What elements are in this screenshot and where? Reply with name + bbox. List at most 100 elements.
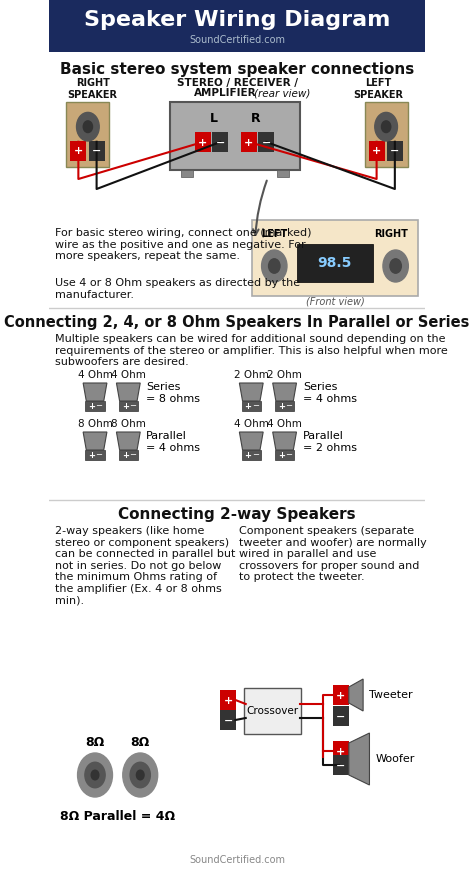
FancyBboxPatch shape [242, 450, 261, 460]
Circle shape [130, 762, 150, 788]
Text: Connecting 2, 4, or 8 Ohm Speakers In Parallel or Series: Connecting 2, 4, or 8 Ohm Speakers In Pa… [4, 315, 470, 330]
Text: −: − [224, 716, 233, 725]
Polygon shape [349, 733, 369, 785]
Text: +: + [122, 402, 128, 410]
Polygon shape [239, 432, 263, 450]
Text: −: − [285, 451, 292, 459]
Text: +: + [88, 402, 95, 410]
FancyBboxPatch shape [244, 688, 301, 734]
FancyBboxPatch shape [220, 710, 236, 730]
FancyBboxPatch shape [119, 450, 138, 460]
Text: Parallel
= 2 ohms: Parallel = 2 ohms [303, 431, 357, 452]
Circle shape [85, 762, 105, 788]
Text: 98.5: 98.5 [318, 256, 352, 270]
Text: +: + [245, 451, 252, 459]
FancyBboxPatch shape [220, 690, 236, 710]
Text: +: + [224, 696, 233, 705]
Text: Parallel
= 4 ohms: Parallel = 4 ohms [146, 431, 200, 452]
FancyBboxPatch shape [85, 450, 105, 460]
Polygon shape [83, 383, 107, 401]
FancyBboxPatch shape [212, 132, 228, 152]
Text: +: + [372, 146, 381, 157]
Text: 8Ω: 8Ω [131, 736, 150, 749]
Text: −: − [95, 451, 102, 459]
Text: 4 Ohm: 4 Ohm [111, 370, 146, 380]
Text: Series
= 4 ohms: Series = 4 ohms [303, 382, 357, 403]
Text: Multiple speakers can be wired for additional sound depending on the
requirement: Multiple speakers can be wired for addit… [55, 334, 448, 368]
Text: +: + [244, 137, 254, 148]
FancyBboxPatch shape [181, 170, 193, 177]
FancyBboxPatch shape [252, 220, 418, 296]
FancyBboxPatch shape [369, 141, 384, 161]
Text: Use 4 or 8 Ohm speakers as directed by the
manufacturer.: Use 4 or 8 Ohm speakers as directed by t… [55, 278, 301, 299]
Text: 4 Ohm: 4 Ohm [267, 419, 302, 429]
Text: Tweeter: Tweeter [369, 690, 413, 700]
FancyBboxPatch shape [258, 132, 274, 152]
Text: −: − [252, 451, 259, 459]
Text: +: + [198, 137, 208, 148]
Text: R: R [251, 111, 261, 124]
Text: 8 Ohm: 8 Ohm [111, 419, 146, 429]
FancyBboxPatch shape [66, 102, 109, 167]
Circle shape [78, 753, 112, 797]
Text: Speaker Wiring Diagram: Speaker Wiring Diagram [84, 10, 390, 30]
Text: −: − [336, 711, 346, 722]
FancyBboxPatch shape [333, 706, 349, 726]
Polygon shape [117, 383, 140, 401]
Text: −: − [129, 451, 136, 459]
Text: −: − [216, 137, 225, 148]
Text: Woofer: Woofer [376, 754, 415, 764]
Text: −: − [336, 760, 346, 771]
Text: Series
= 8 ohms: Series = 8 ohms [146, 382, 200, 403]
Circle shape [375, 112, 398, 141]
Text: 8Ω: 8Ω [85, 736, 105, 749]
FancyBboxPatch shape [170, 102, 301, 170]
Text: +: + [336, 746, 346, 757]
Polygon shape [273, 432, 297, 450]
Text: SoundCertified.com: SoundCertified.com [189, 855, 285, 865]
Circle shape [390, 259, 401, 273]
Text: 2-way speakers (like home
stereo or component speakers)
can be connected in para: 2-way speakers (like home stereo or comp… [55, 526, 236, 606]
Circle shape [269, 259, 280, 273]
Text: Crossover: Crossover [246, 706, 299, 716]
Text: +: + [336, 690, 346, 701]
Text: 8Ω Parallel = 4Ω: 8Ω Parallel = 4Ω [61, 810, 175, 823]
Text: LEFT
SPEAKER: LEFT SPEAKER [353, 78, 403, 100]
Text: 8 Ohm: 8 Ohm [78, 419, 112, 429]
Text: STEREO / RECEIVER /: STEREO / RECEIVER / [176, 78, 298, 88]
Text: For basic stereo wiring, connect one (marked)
wire as the positive and one as ne: For basic stereo wiring, connect one (ma… [55, 228, 312, 262]
Polygon shape [83, 432, 107, 450]
Text: 4 Ohm: 4 Ohm [78, 370, 112, 380]
Text: −: − [285, 402, 292, 410]
Text: +: + [278, 451, 285, 459]
FancyBboxPatch shape [387, 141, 403, 161]
Text: Component speakers (separate
tweeter and woofer) are normally
wired in parallel : Component speakers (separate tweeter and… [239, 526, 427, 583]
FancyBboxPatch shape [71, 141, 86, 161]
Text: 2 Ohm: 2 Ohm [234, 370, 269, 380]
Text: −: − [92, 146, 101, 157]
FancyBboxPatch shape [85, 401, 105, 411]
Text: −: − [95, 402, 102, 410]
FancyBboxPatch shape [333, 755, 349, 775]
Text: RIGHT
SPEAKER: RIGHT SPEAKER [68, 78, 118, 100]
Text: 2 Ohm: 2 Ohm [267, 370, 302, 380]
Circle shape [383, 250, 408, 282]
Text: +: + [122, 451, 128, 459]
FancyBboxPatch shape [275, 401, 294, 411]
Circle shape [123, 753, 158, 797]
Text: RIGHT: RIGHT [374, 229, 408, 239]
FancyBboxPatch shape [275, 450, 294, 460]
Polygon shape [239, 383, 263, 401]
Circle shape [382, 121, 391, 132]
Circle shape [137, 770, 144, 780]
Polygon shape [273, 383, 297, 401]
Text: +: + [278, 402, 285, 410]
Text: LEFT: LEFT [262, 229, 288, 239]
Text: +: + [245, 402, 252, 410]
Circle shape [76, 112, 99, 141]
FancyBboxPatch shape [241, 132, 257, 152]
Text: AMPLIFIER: AMPLIFIER [194, 88, 256, 98]
Text: Connecting 2-way Speakers: Connecting 2-way Speakers [118, 507, 356, 522]
Text: (rear view): (rear view) [254, 88, 310, 98]
FancyBboxPatch shape [277, 170, 289, 177]
